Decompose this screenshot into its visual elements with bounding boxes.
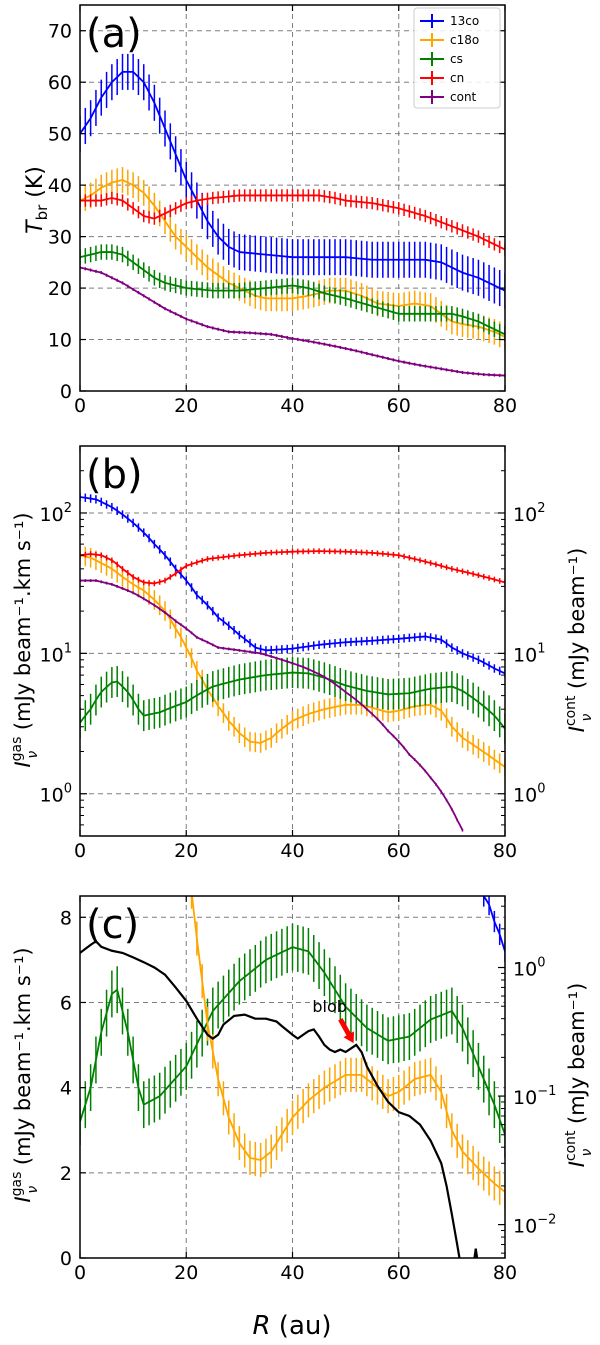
series-cont <box>80 265 505 378</box>
panel-c-y-ticks: 0 2 4 6 8 10−2 10−1 100 <box>60 905 556 1270</box>
y-tick-label: 30 <box>48 227 72 249</box>
series-c18o <box>190 896 505 1210</box>
panel-b-ylabel-right: Icontν (mJy beam⁻¹) <box>563 548 595 733</box>
series-13co <box>482 896 505 963</box>
blob-annotation: blob <box>312 997 347 1016</box>
series-line-cn <box>80 194 505 251</box>
series-line-13co <box>482 896 505 952</box>
series-line-cont <box>80 266 505 377</box>
series-line-c18o <box>80 554 505 768</box>
y-tick-label-right: 10−1 <box>513 1084 556 1109</box>
y-tick-label-right: 10−2 <box>513 1213 556 1238</box>
panel-b-y-ticks: 100 100 101 101 102 102 <box>40 445 545 837</box>
x-tick-label: 0 <box>74 840 86 862</box>
panel-b-series <box>80 492 505 832</box>
series-line-13co <box>80 496 505 675</box>
y-tick-label-left: 2 <box>60 1163 72 1185</box>
panel-b-grid <box>80 446 505 836</box>
y-tick-label: 20 <box>48 278 72 300</box>
x-tick-label: 60 <box>387 840 411 862</box>
panel-c-x-ticks: 0 20 40 60 80 <box>74 896 517 1284</box>
legend-label-cn: cn <box>450 71 464 85</box>
y-tick-label-right: 100 <box>513 956 545 981</box>
x-tick-label: 80 <box>493 840 517 862</box>
series-cont <box>80 579 464 832</box>
panel-a-label: (a) <box>86 11 142 57</box>
panel-a: 0 20 40 60 80 0 10 20 30 40 50 60 70 (a) Tbr (K) 13… <box>23 4 517 417</box>
x-tick-label: 40 <box>280 840 304 862</box>
y-tick-label: 40 <box>48 175 72 197</box>
legend-label-cs: cs <box>450 52 463 66</box>
y-tick-label: 70 <box>48 21 72 43</box>
series-line-13co <box>80 71 505 292</box>
y-tick-label: 0 <box>60 381 72 403</box>
legend-label-cont: cont <box>450 90 477 104</box>
y-tick-label-left: 6 <box>60 992 72 1014</box>
y-tick-label-left: 8 <box>60 907 72 929</box>
series-line-cs <box>80 671 505 730</box>
series-line-c18o <box>191 896 505 1193</box>
panel-b-ylabel-left: Igasν (mJy beam⁻¹.km s⁻¹) <box>9 512 41 767</box>
panel-b: 0 20 40 60 80 100 100 101 101 102 102 (b) Igasν (… <box>9 445 595 862</box>
y-tick-label-right: 101 <box>513 641 545 666</box>
x-tick-label: 80 <box>493 395 517 417</box>
series-cs <box>80 244 505 343</box>
series-line-cs <box>80 946 505 1135</box>
x-tick-label: 80 <box>493 1262 517 1284</box>
x-tick-label: 20 <box>174 840 198 862</box>
series-cs <box>80 923 505 1158</box>
x-tick-label: 0 <box>74 1262 86 1284</box>
legend: 13co c18o cs cn cont <box>413 7 501 109</box>
panel-b-label: (b) <box>86 452 143 498</box>
series-spike-cont <box>473 1248 479 1258</box>
x-tick-label: 0 <box>74 395 86 417</box>
y-tick-label-right: 100 <box>513 782 545 807</box>
panel-b-x-ticks: 0 20 40 60 80 <box>74 446 517 862</box>
series-line-cont <box>80 579 464 831</box>
y-tick-label: 60 <box>48 72 72 94</box>
series-13co <box>80 492 505 678</box>
series-cont <box>80 939 479 1258</box>
y-tick-label: 50 <box>48 124 72 146</box>
series-line-cs <box>80 251 505 336</box>
x-axis-label: R (au) <box>252 1311 331 1341</box>
y-tick-label-left: 100 <box>40 782 72 807</box>
x-tick-label: 40 <box>280 1262 304 1284</box>
series-cn <box>80 548 505 587</box>
panel-a-ylabel: Tbr (K) <box>23 166 51 234</box>
y-tick-label-left: 101 <box>40 641 72 666</box>
panel-c-label: (c) <box>86 902 139 948</box>
legend-label-13co: 13co <box>450 14 479 28</box>
x-tick-label: 60 <box>387 1262 411 1284</box>
series-line-cont <box>80 939 461 1258</box>
x-tick-label: 20 <box>174 1262 198 1284</box>
y-tick-label-left: 102 <box>40 501 72 526</box>
legend-label-c18o: c18o <box>450 33 479 47</box>
blob-arrow <box>338 1018 354 1044</box>
series-cs <box>80 657 505 745</box>
y-tick-label: 10 <box>48 330 72 352</box>
x-tick-label: 20 <box>174 395 198 417</box>
legend-box <box>413 7 501 109</box>
panel-c-ylabel-left: Igasν (mJy beam⁻¹.km s⁻¹) <box>9 947 41 1202</box>
series-line-cn <box>80 550 505 585</box>
series-13co <box>80 53 505 309</box>
series-cn <box>80 189 505 256</box>
x-tick-label: 40 <box>280 395 304 417</box>
panel-a-series <box>80 53 505 378</box>
panel-a-y-ticks: 0 10 20 30 40 50 60 70 <box>48 21 505 403</box>
y-tick-label-left: 4 <box>60 1078 72 1100</box>
x-tick-label: 60 <box>387 395 411 417</box>
panel-a-x-ticks: 0 20 40 60 80 <box>74 5 517 417</box>
y-tick-label-left: 0 <box>60 1248 72 1270</box>
panel-c: 0 20 40 60 80 0 2 4 6 8 10−2 10−1 100 (c) blob Igas… <box>9 895 595 1341</box>
series-line-c18o <box>80 179 505 338</box>
y-tick-label-right: 102 <box>513 501 545 526</box>
panel-c-series <box>80 896 505 1258</box>
panel-c-ylabel-right: Icontν (mJy beam⁻¹) <box>563 983 595 1168</box>
